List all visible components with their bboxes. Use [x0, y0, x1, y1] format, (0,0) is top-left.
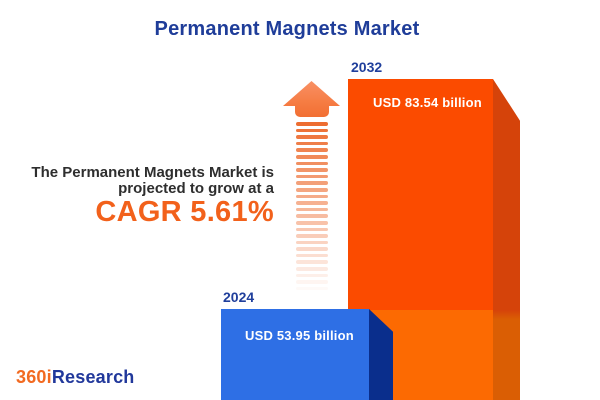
brand-logo-part-2: Research: [51, 367, 135, 387]
growth-annotation: The Permanent Magnets Market is projecte…: [20, 164, 274, 228]
growth-arrow-base: [295, 100, 329, 117]
brand-logo: 360iResearch: [16, 367, 135, 388]
bar-2024: [221, 309, 369, 400]
bar-value-2032: USD 83.54 billion: [373, 95, 482, 110]
annotation-line-1: The Permanent Magnets Market is: [31, 164, 274, 181]
brand-logo-part-1: 360i: [16, 367, 52, 387]
bar-label-2024: 2024: [223, 289, 255, 305]
cagr-value: CAGR 5.61%: [95, 196, 274, 228]
annotation-line-2: projected to grow at a: [118, 180, 274, 197]
growth-arrow-stripes: [296, 122, 328, 293]
bar-value-2024: USD 53.95 billion: [245, 328, 354, 343]
bar-label-2032: 2032: [351, 59, 383, 75]
bar-2032-side-face: [493, 79, 520, 400]
page-title: Permanent Magnets Market: [154, 18, 420, 40]
